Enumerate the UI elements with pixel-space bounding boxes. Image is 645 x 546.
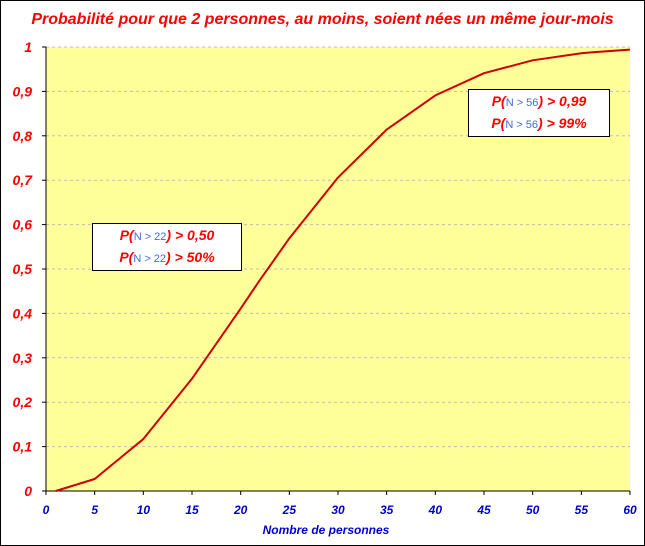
annotation-text: ) > 50% [166,249,215,265]
annotation-line-2: P(N > 56) > 99% [473,113,605,135]
annotation-text: P( [491,115,506,131]
x-tick-label: 10 [137,503,151,517]
y-axis-ticks: 0 0,1 0,2 0,3 0,4 0,5 0,6 0,7 0,8 0,9 1 [13,39,46,499]
x-axis-label: Nombre de personnes [263,523,390,537]
x-tick-label: 50 [526,503,540,517]
annotation-text: P( [119,249,134,265]
y-tick-label: 0,8 [13,128,33,144]
annotation-text: ) > 99% [538,115,587,131]
annotation-text: P( [119,227,134,243]
x-tick-label: 20 [233,503,248,517]
y-tick-label: 0 [24,483,32,499]
x-tick-label: 0 [43,503,50,517]
x-tick-label: 5 [91,503,98,517]
y-tick-label: 0,6 [13,217,33,233]
y-tick-label: 0,7 [13,172,34,188]
annotation-n: N > 22 [133,253,167,265]
x-tick-label: 60 [623,503,637,517]
annotation-text: P( [491,93,506,109]
x-axis-ticks: 0 5 10 15 20 25 30 35 40 45 50 55 60 [43,491,637,517]
y-tick-label: 0,4 [13,305,33,321]
y-tick-label: 0,9 [13,83,33,99]
annotation-text: ) > 0,99 [538,93,587,109]
x-tick-label: 15 [185,503,199,517]
x-tick-label: 35 [380,503,394,517]
y-tick-label: 0,5 [13,261,33,277]
x-tick-label: 30 [331,503,345,517]
y-tick-label: 1 [24,39,32,55]
x-tick-label: 45 [476,503,491,517]
y-tick-label: 0,1 [13,439,33,455]
annotation-box-56: P(N > 56) > 0,99 P(N > 56) > 99% [468,89,610,137]
x-tick-label: 40 [428,503,443,517]
chart-title: Probabilité pour que 2 personnes, au moi… [31,11,614,28]
annotation-n: N > 56 [505,97,539,109]
annotation-text: ) > 0,50 [166,227,215,243]
probability-curve [55,48,631,492]
annotation-n: N > 22 [133,231,167,243]
annotation-box-22: P(N > 22) > 0,50 P(N > 22) > 50% [92,223,242,271]
x-tick-label: 55 [575,503,589,517]
y-tick-label: 0,3 [13,350,33,366]
annotation-line-1: P(N > 56) > 0,99 [473,91,605,113]
annotation-line-1: P(N > 22) > 0,50 [97,225,237,247]
annotation-line-2: P(N > 22) > 50% [97,247,237,269]
y-tick-label: 0,2 [13,394,33,410]
annotation-n: N > 56 [505,119,539,131]
x-tick-label: 25 [282,503,297,517]
